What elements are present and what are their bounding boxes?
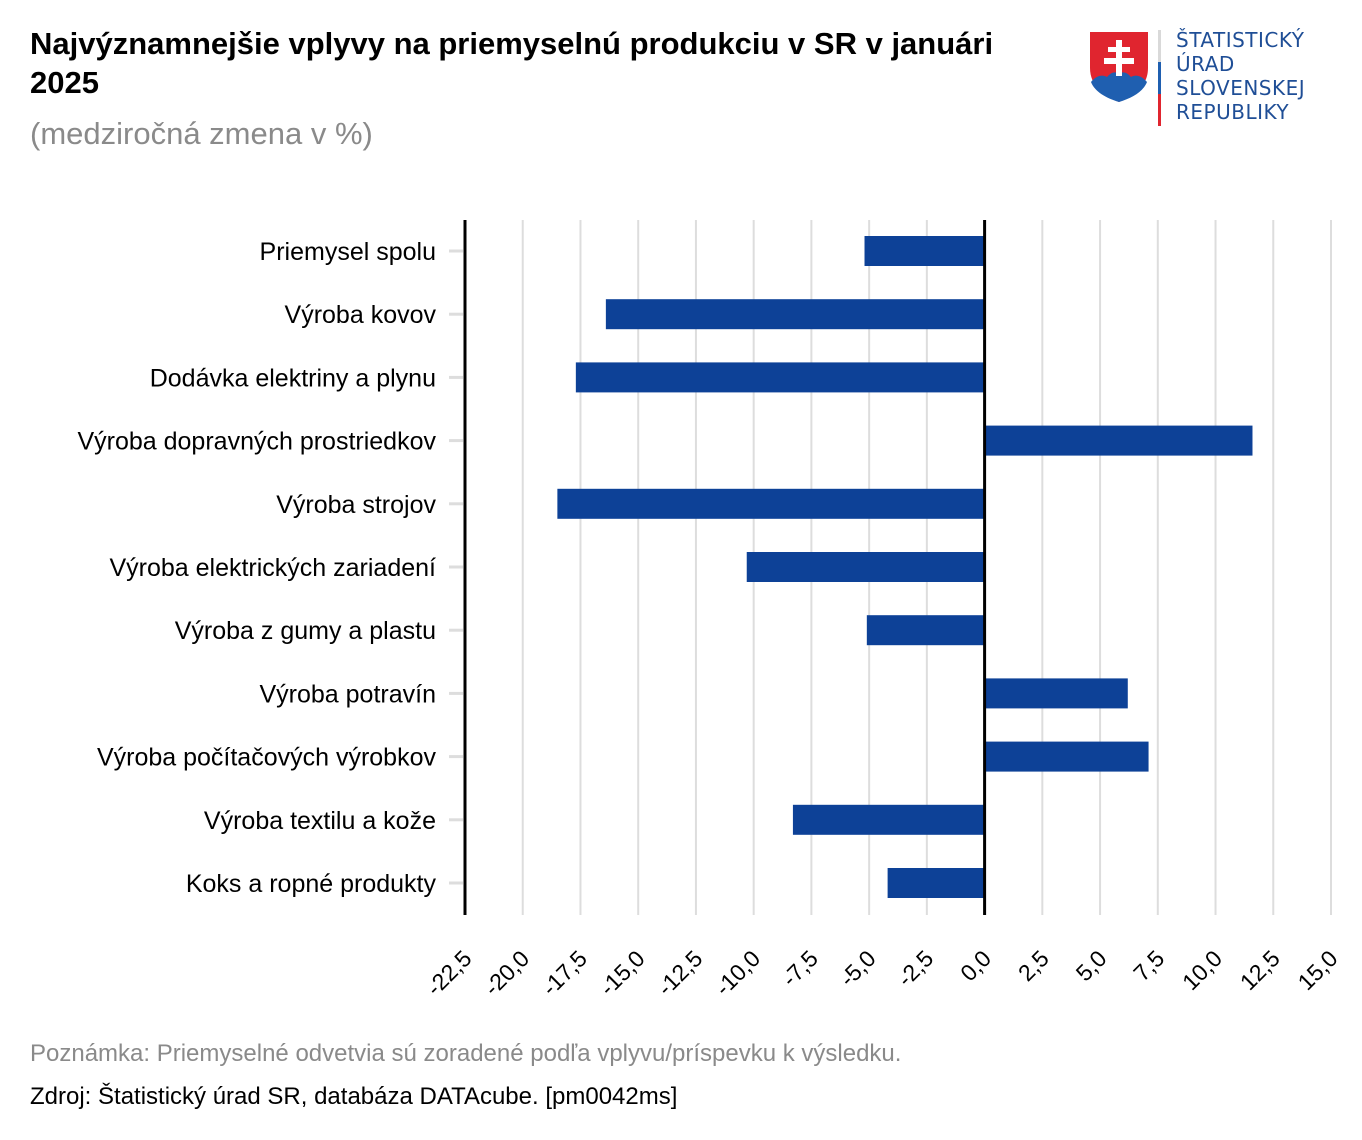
x-tick-label: -22,5 xyxy=(421,945,476,1000)
chart-title: Najvýznamnejšie vplyvy na priemyselnú pr… xyxy=(30,26,994,100)
category-label: Koks a ropné produkty xyxy=(186,870,437,898)
bar xyxy=(984,425,1253,456)
x-tick-label: 12,5 xyxy=(1235,945,1285,995)
x-tick-label: -10,0 xyxy=(710,945,765,1000)
slovak-coat-of-arms-icon xyxy=(1090,32,1148,102)
logo: ŠTATISTICKÝ ÚRAD SLOVENSKEJ REPUBLIKY xyxy=(1088,28,1348,128)
category-label: Výroba strojov xyxy=(276,491,436,519)
x-tick-label: 7,5 xyxy=(1128,945,1169,986)
category-label: Výroba dopravných prostriedkov xyxy=(77,428,436,456)
bar xyxy=(984,678,1128,709)
axes xyxy=(449,220,987,915)
x-tick-label: -20,0 xyxy=(479,945,534,1000)
bar xyxy=(575,362,985,393)
category-label: Priemysel spolu xyxy=(260,238,436,266)
footnote: Poznámka: Priemyselné odvetvia sú zorade… xyxy=(30,1040,902,1067)
x-tick-label: 5,0 xyxy=(1071,945,1112,986)
logo-line: ŠTATISTICKÝ xyxy=(1176,28,1305,52)
bar xyxy=(557,488,985,519)
bar xyxy=(746,552,985,582)
x-tick-label: 10,0 xyxy=(1177,945,1227,995)
category-label: Dodávka elektriny a plynu xyxy=(150,364,436,392)
bar xyxy=(866,615,985,646)
category-label: Výroba potravín xyxy=(260,680,437,708)
x-tick-label: -12,5 xyxy=(652,945,707,1000)
logo-line: ÚRAD xyxy=(1176,52,1235,76)
bars xyxy=(557,236,1253,898)
x-tick-label: -15,0 xyxy=(594,945,649,1000)
x-tick-label: 2,5 xyxy=(1013,945,1054,986)
bar xyxy=(605,299,985,330)
x-tick-label: -7,5 xyxy=(777,945,823,991)
x-tick-label: 15,0 xyxy=(1292,945,1342,995)
bar-chart: Priemysel spolu Výroba kovov Dodávka elekt… xyxy=(77,220,1343,1001)
logo-line: SLOVENSKEJ xyxy=(1176,76,1306,100)
category-label: Výroba z gumy a plastu xyxy=(175,617,436,645)
x-tick-label: 0,0 xyxy=(955,945,996,986)
category-label: Výroba počítačových výrobkov xyxy=(97,744,437,772)
bar xyxy=(864,236,985,266)
bar xyxy=(792,804,985,835)
bar xyxy=(887,868,985,898)
grid-lines xyxy=(521,220,1332,915)
x-tick-label: -5,0 xyxy=(834,945,880,991)
category-label: Výroba elektrických zariadení xyxy=(109,554,436,582)
category-labels: Priemysel spolu Výroba kovov Dodávka elekt… xyxy=(77,238,436,898)
logo-divider xyxy=(1158,30,1161,126)
logo-text: ŠTATISTICKÝ ÚRAD SLOVENSKEJ REPUBLIKY xyxy=(1176,28,1305,124)
x-tick-labels: -22,5 -20,0 -17,5 -15,0 -12,5 -10,0 -7,5 -5,0 -2… xyxy=(421,945,1342,1000)
logo-line: REPUBLIKY xyxy=(1176,100,1290,124)
chart-subtitle: (medziročná zmena v %) xyxy=(30,116,373,151)
source-note: Zdroj: Štatistický úrad SR, databáza DAT… xyxy=(30,1083,678,1110)
x-tick-label: -2,5 xyxy=(892,945,938,991)
bar xyxy=(984,741,1149,772)
category-label: Výroba kovov xyxy=(285,301,437,329)
x-tick-label: -17,5 xyxy=(537,945,592,1000)
category-label: Výroba textilu a kože xyxy=(204,807,436,835)
